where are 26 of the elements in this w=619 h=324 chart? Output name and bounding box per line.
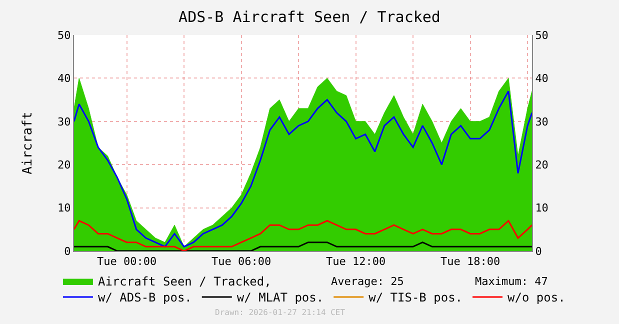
text: Maximum: 47 <box>475 275 548 288</box>
y-axis-title: Aircraft <box>20 112 36 174</box>
x-tick-label: Tue 00:00 <box>96 255 157 268</box>
legend-label: w/ ADS-B pos. <box>98 290 192 305</box>
y-tick-label: 20 <box>58 158 71 172</box>
y-tick-label: 40 <box>58 72 71 86</box>
x-tick-label: Tue 18:00 <box>440 255 500 268</box>
x-tick-label: Tue 12:00 <box>326 255 386 268</box>
legend-label: Aircraft Seen / Tracked, <box>98 274 272 289</box>
y2-tick-label: 50 <box>535 28 548 42</box>
text: Drawn: 2026-01-27 21:14 CET <box>215 308 346 317</box>
text: Average: 25 <box>331 275 404 288</box>
legend-label: w/o pos. <box>508 290 566 305</box>
y2-tick-label: 30 <box>535 115 548 128</box>
y2-tick-label: 0 <box>535 244 542 258</box>
y2-tick-label: 10 <box>535 202 548 215</box>
y2-tick-label: 40 <box>535 72 548 86</box>
x-tick-label: Tue 06:00 <box>211 255 272 268</box>
y-tick-label: 30 <box>58 115 71 128</box>
y-tick-label: 10 <box>58 202 71 215</box>
legend-label: w/ TIS-B pos. <box>368 290 463 305</box>
y-tick-label: 0 <box>64 244 71 258</box>
legend-label: w/ MLAT pos. <box>236 290 324 305</box>
chart-title: ADS-B Aircraft Seen / Tracked <box>178 8 440 26</box>
y2-tick-label: 20 <box>535 158 548 172</box>
y-tick-label: 50 <box>58 28 71 42</box>
